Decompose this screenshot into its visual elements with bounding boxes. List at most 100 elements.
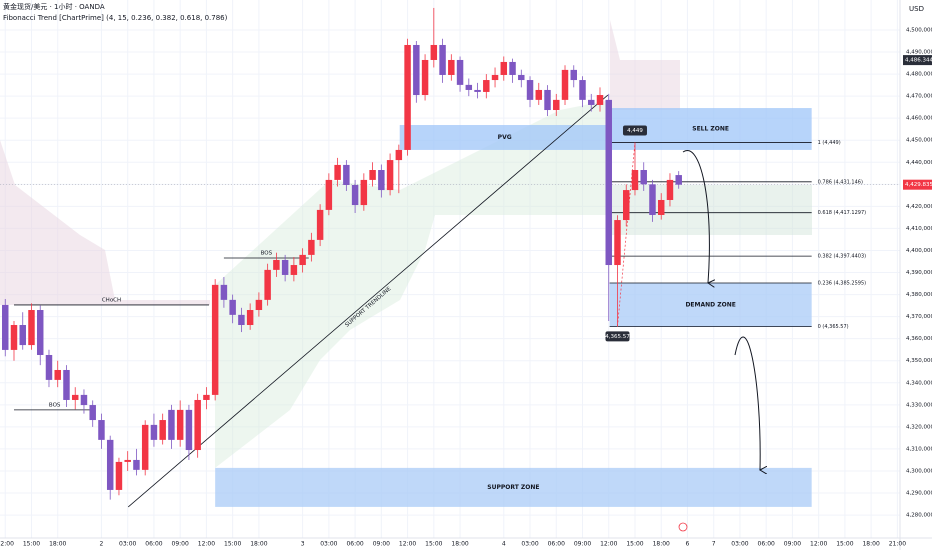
trend-band [215,100,610,468]
candle-body [535,89,543,100]
fib-point-tag [622,125,647,136]
trendline [127,94,609,508]
candle-body [176,409,184,440]
candle-body [439,44,446,75]
x-tick-label: 09:00 [784,541,801,548]
x-tick-label: 09:00 [172,541,189,548]
candle-body [229,299,236,315]
candle-body [334,164,341,180]
candle-body [500,61,508,75]
x-tick-label: 7 [712,541,716,548]
y-tick-label: 4,340,000 [906,380,932,386]
x-tick-label: 09:00 [373,541,390,548]
y-tick-label: 4,420,000 [906,204,932,210]
candle-body [649,184,656,215]
x-tick-label: 06:00 [758,541,775,548]
candle-body [491,74,499,81]
y-tick-label: 4,300,000 [906,468,932,474]
candle-body [386,160,394,191]
candle-body [325,179,333,210]
y-tick-label: 4,450,000 [906,138,932,144]
candle-body [421,59,429,96]
candle-body [544,89,551,111]
candle-body [150,424,158,440]
candle-body [159,420,166,440]
x-tick-label: 15:00 [626,541,643,548]
candle-body [194,399,201,451]
x-tick-label: 06:00 [145,541,162,548]
arrow [734,336,760,470]
x-tick-label: 2 [100,541,104,548]
y-tick-label: 4,490,000 [906,50,932,56]
x-tick-label: 18:00 [250,541,267,548]
candle-body [474,89,481,92]
x-tick-label: 12:00 [0,541,14,548]
candle-body [168,409,175,440]
header: 黄金现货/美元 · 1小时 · OANDA Fibonacci Trend [C… [3,2,924,22]
decor [0,20,812,468]
candle-body [203,394,210,400]
y-tick-label: 4,440,000 [906,160,932,166]
candle-body [666,179,674,200]
x-tick-label: 15:00 [224,541,241,548]
x-tick-label: 12:00 [600,541,617,548]
x-tick-label: 03:00 [521,541,538,548]
candle-body [211,284,219,395]
indicator: Fibonacci Trend [ChartPrime] (4, 15, 0.2… [3,14,228,22]
x-tick-label: 06:00 [346,541,363,548]
trend-band [610,20,680,110]
candle-body [579,80,586,100]
candle-body [220,284,228,300]
x-tick-label: 15:00 [836,541,853,548]
y-tick-label: 4,310,000 [906,446,932,452]
candle-body [246,310,254,326]
candle-body [483,80,490,92]
candle-body [71,394,79,400]
candle-body [89,405,96,421]
candle-body [360,179,368,206]
candle-body [185,409,193,451]
fib-point-tag [605,331,630,342]
y-tick-label: 4,330,000 [906,402,932,408]
symbol: 黄金现货/美元 · 1小时 · OANDA [3,2,105,11]
candle-body [570,69,577,81]
x-tick-label: 15:00 [23,541,40,548]
x-tick-label: 12:00 [198,541,215,548]
candle-body [255,299,263,311]
price-tag [903,55,932,66]
fib-point-label: 4,365.57 [605,334,630,340]
candle-body [430,44,438,60]
candle-body [605,99,612,266]
x-tick-label: 18:00 [49,541,66,548]
price-tag-label: 4,486.344 [905,58,932,64]
y-tick-label: 4,400,000 [906,248,932,254]
candle-body [316,209,324,240]
y-tick-label: 4,460,000 [906,116,932,122]
candle-body [526,80,534,100]
candle-body [264,269,271,300]
candle-body [281,259,289,275]
zone [609,282,812,327]
fib-label: 0.618 (4,417.1297) [818,210,866,216]
y-tick-label: 4,290,000 [906,491,932,497]
candle-body [657,199,665,215]
candle-body [553,99,560,111]
candle-body [378,169,385,191]
x-tick-label: 03:00 [731,541,748,548]
price-tag-label: 4,429.835 [905,182,932,188]
candle-body [290,265,298,275]
x-tick-label: 18:00 [451,541,468,548]
candle-body [124,459,131,462]
candle-body [273,259,280,270]
candle-body [561,69,569,100]
candle-body [623,190,630,221]
zone-label: SELL ZONE [692,125,729,132]
candle-body [2,304,9,350]
candle-body [640,169,647,185]
arrow [682,150,709,283]
fib-point-label: 4,449 [627,128,643,134]
y-tick-label: 4,390,000 [906,270,932,276]
candle-body [133,459,140,470]
y-tick-label: 4,380,000 [906,292,932,298]
